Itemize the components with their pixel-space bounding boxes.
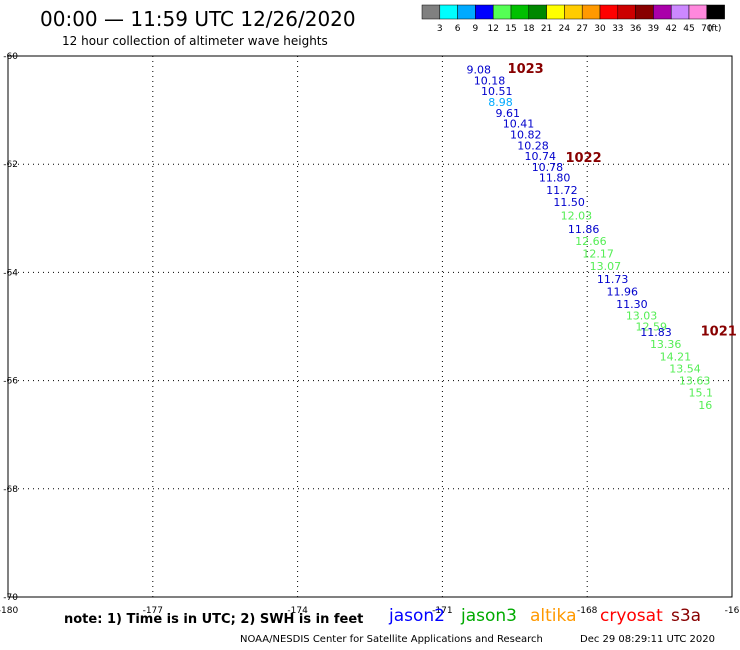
wave-height-label: 11.72 (546, 184, 578, 197)
pressure-label: 1021 (701, 324, 737, 339)
lon-tick-label: -174 (287, 606, 308, 616)
scale-label: 27 (576, 24, 587, 34)
wave-height-label: 13.36 (650, 338, 682, 351)
wave-height-label: 10.82 (510, 128, 542, 141)
wave-height-label: 13.63 (679, 375, 711, 388)
satellite-cryosat: cryosat (600, 606, 663, 626)
scale-label: 36 (630, 24, 642, 34)
wave-height-label: 13.03 (626, 310, 658, 323)
lon-tick-label: -168 (577, 606, 598, 616)
wave-height-label: 10.18 (474, 74, 506, 87)
scale-label: 42 (665, 24, 676, 34)
wave-height-label: 13.07 (590, 260, 622, 273)
scale-label: 15 (505, 24, 516, 34)
lon-tick-label: -180 (0, 606, 18, 616)
scale-unit: (ft) (708, 24, 722, 34)
scale-label: 45 (683, 24, 694, 34)
wave-height-label: 11.83 (640, 326, 672, 339)
wave-height-label: 11.96 (607, 285, 639, 298)
scale-label: 70 (701, 24, 713, 34)
wave-height-label: 12.03 (561, 210, 593, 223)
lat-tick-label: -68 (3, 485, 18, 495)
scale-label: 9 (473, 24, 479, 34)
scale-label: 6 (455, 24, 461, 34)
wave-height-label: 16 (698, 399, 712, 412)
timestamp-text: Dec 29 08:29:11 UTC 2020 (580, 634, 715, 645)
wave-height-label: 10.28 (517, 139, 549, 152)
wave-height-label: 13.54 (669, 363, 701, 376)
wave-height-label: 11.86 (568, 223, 600, 236)
wave-height-label: 10.41 (503, 118, 535, 131)
wave-height-label: 8.98 (488, 96, 512, 109)
scale-label: 30 (594, 24, 606, 34)
map-frame (7, 55, 733, 598)
wave-height-label: 10.74 (524, 150, 556, 163)
lon-tick-label: -177 (143, 606, 163, 616)
pressure-label: 1022 (565, 151, 601, 166)
wave-height-label: 14.21 (660, 350, 692, 363)
lat-tick-label: -70 (3, 593, 18, 603)
satellite-s3a: s3a (671, 606, 702, 626)
map-plot: -180 -177 -174 -171 -168 -16 -60 -62 -64 -66 -68 -7… (0, 52, 740, 616)
wave-height-label: 15.1 (689, 387, 714, 400)
color-scale: 3 6 9 12 15 18 21 24 27 30 33 36 39 42 45 70(ft) (421, 4, 725, 34)
scale-label: 24 (559, 24, 571, 34)
wave-height-label: 10.78 (532, 161, 564, 174)
scale-label: 18 (523, 24, 535, 34)
scale-swatch (706, 4, 725, 20)
wave-height-label: 9.61 (495, 107, 520, 120)
wave-height-label: 12.66 (575, 235, 607, 248)
chart-subtitle: 12 hour collection of altimeter wave hei… (62, 34, 328, 48)
chart-title: 00:00 — 11:59 UTC 12/26/2020 (40, 7, 356, 31)
wave-height-label: 11.30 (616, 298, 648, 311)
scale-label: 33 (612, 24, 623, 34)
satellite-jason3: jason3 (461, 606, 517, 626)
lon-tick-label: -171 (432, 606, 452, 616)
pressure-label: 1023 (508, 62, 544, 77)
wave-height-label: 11.80 (539, 172, 571, 185)
lat-tick-label: -64 (3, 268, 18, 278)
note-text: note: 1) Time is in UTC; 2) SWH is in fe… (64, 612, 364, 627)
wave-height-label: 10.51 (481, 85, 512, 98)
wave-height-label: 9.08 (467, 64, 492, 77)
wave-height-label: 12.17 (582, 247, 614, 260)
lon-tick-label: -16 (725, 606, 740, 616)
scale-label: 39 (648, 24, 660, 34)
wave-height-label: 11.50 (553, 196, 585, 209)
wave-height-label: 11.73 (597, 273, 629, 286)
lat-tick-label: -66 (3, 377, 18, 387)
credit-text: NOAA/NESDIS Center for Satellite Applica… (240, 634, 543, 645)
wave-height-label: 12.59 (635, 321, 667, 334)
scale-label: 21 (541, 24, 552, 34)
lat-tick-label: -60 (3, 52, 18, 62)
satellite-altika: altika (530, 606, 577, 626)
scale-label: 12 (487, 24, 498, 34)
lat-tick-label: -62 (3, 160, 18, 170)
satellite-jason2: jason2 (389, 606, 445, 626)
scale-label: 3 (437, 24, 443, 34)
